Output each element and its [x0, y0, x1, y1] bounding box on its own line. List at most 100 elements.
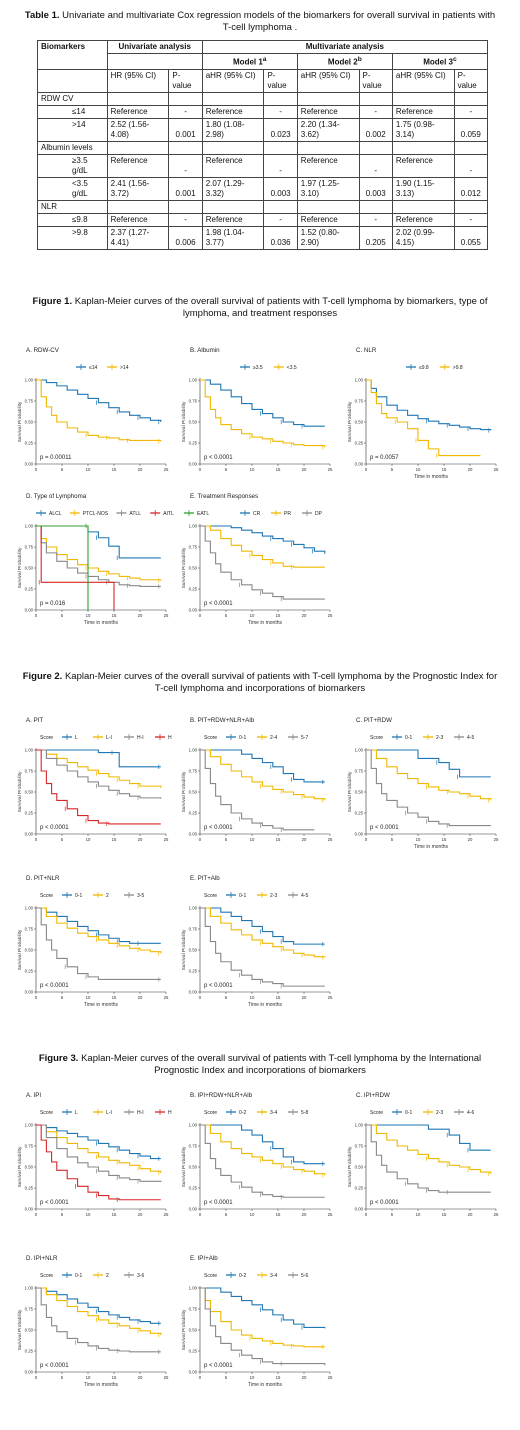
survival-curve	[366, 749, 491, 778]
x-tick-label: 20	[138, 837, 143, 842]
legend-label: >14	[120, 365, 129, 371]
km-chart: D. Type of Lymphoma ALCL PTCL-NOS ATLL AITL E…	[17, 493, 209, 626]
empty-cell	[201, 140, 265, 155]
y-tick-label: 0.25	[355, 811, 364, 816]
legend-label: 3-4	[270, 1110, 277, 1116]
x-tick-label: 0	[35, 995, 38, 1000]
survival-curve	[200, 379, 326, 448]
legend-label: H	[168, 735, 172, 741]
hr-cell: Reference	[296, 153, 360, 178]
hr-cell: Reference	[296, 212, 360, 227]
x-tick-label: 5	[391, 467, 394, 472]
p-cell: 0.006	[168, 225, 203, 250]
x-tick-label: 0	[199, 995, 202, 1000]
y-axis-label: Survival Probability	[17, 401, 23, 442]
legend-label: ≤9.8	[419, 365, 429, 371]
y-tick-label: 1.00	[25, 1123, 34, 1128]
figure1-caption-label: Figure 1.	[32, 296, 73, 307]
y-tick-label: 1.00	[189, 906, 198, 911]
empty-cell	[358, 199, 393, 214]
legend-label: 0-1	[75, 893, 82, 899]
chart-legend: ALCL PTCL-NOS ATLL AITL EATL	[36, 510, 209, 517]
p-cell: 0.036	[263, 225, 298, 250]
y-tick-label: 0.50	[25, 566, 34, 571]
x-tick-label: 10	[250, 995, 255, 1000]
th-hr: HR (95% CI)	[106, 68, 170, 93]
km-chart: E. IPI+Alb Score 0-2 3-4 5-6 0.00 0.25 0.50 0.75…	[181, 1255, 333, 1388]
x-tick-label: 10	[416, 837, 421, 842]
legend-label: 2	[106, 1273, 109, 1279]
p-cell: 0.055	[453, 225, 489, 250]
legend-label: 2-3	[436, 1110, 443, 1116]
empty-cell	[168, 140, 203, 155]
x-tick-label: 0	[199, 467, 202, 472]
y-tick-label: 0.50	[25, 1165, 34, 1170]
chart-legend: ≤9.8 >9.8	[406, 364, 463, 371]
y-axis-label: Survival Probability	[181, 1309, 187, 1350]
p-cell: 0.023	[263, 117, 298, 142]
y-tick-label: 0.00	[355, 832, 364, 837]
survival-curve	[366, 379, 481, 457]
km-chart: B. Albumin ≥3.5 <3.5 0.00 0.25 0.50 0.75 1.00 0 5…	[181, 347, 333, 472]
table1-caption-label: Table 1.	[24, 10, 60, 21]
x-tick-label: 25	[164, 837, 169, 842]
p-value: p < 0.0001	[40, 1363, 69, 1369]
x-tick-label: 5	[225, 995, 228, 1000]
legend-label: PR	[284, 511, 291, 517]
x-tick-label: 15	[442, 1212, 447, 1217]
empty-cell	[201, 91, 265, 106]
y-tick-label: 0.00	[25, 608, 34, 613]
table1-caption-text: Univariate and multivariate Cox regressi…	[59, 10, 496, 33]
legend-label: H	[168, 1110, 172, 1116]
row-label: ≤14	[37, 104, 108, 119]
legend-label: L-I	[106, 1110, 112, 1116]
p-cell: -	[168, 104, 203, 119]
th-biomarkers: Biomarkers	[37, 40, 108, 70]
legend-label: 4-6	[467, 1110, 474, 1116]
p-cell: 0.003	[358, 176, 393, 201]
p-cell: -	[358, 104, 393, 119]
x-tick-label: 25	[328, 837, 333, 842]
p-value: p < 0.0001	[40, 1200, 69, 1206]
y-tick-label: 0.00	[355, 1207, 364, 1212]
survival-curve	[36, 1124, 162, 1183]
y-tick-label: 0.75	[25, 1307, 34, 1312]
km-chart: E. Treatment Responses CR PR DP 0.00 0.25 0.50…	[181, 493, 333, 626]
y-tick-label: 0.00	[25, 1370, 34, 1375]
p-cell: -	[358, 153, 393, 178]
y-tick-label: 0.75	[355, 399, 364, 404]
survival-curve	[366, 749, 491, 827]
survival-curve	[366, 1124, 491, 1193]
x-tick-label: 20	[468, 467, 473, 472]
x-tick-label: 20	[468, 837, 473, 842]
x-tick-label: 20	[302, 613, 307, 618]
km-chart: E. PIT+Alb Score 0-1 2-3 4-5 0.00 0.25 0.50 0.75…	[181, 875, 333, 1008]
x-tick-label: 15	[276, 467, 281, 472]
legend-label: 0-1	[239, 735, 246, 741]
x-tick-label: 20	[302, 995, 307, 1000]
p-cell: -	[168, 212, 203, 227]
hr-cell: 2.07 (1.29-3.32)	[201, 176, 265, 201]
survival-curve	[200, 525, 325, 600]
y-axis-label: Survival Probability	[181, 401, 187, 442]
chart-legend: ≥3.5 <3.5	[240, 364, 297, 371]
legend-title: Score	[40, 1110, 53, 1116]
hr-cell: 2.52 (1.56-4.08)	[106, 117, 170, 142]
chart-legend: Score 0-1 2 3-5	[40, 892, 144, 899]
y-tick-label: 0.50	[355, 790, 364, 795]
x-tick-label: 5	[61, 1212, 64, 1217]
figure3-caption: Figure 3. Kaplan-Meier curves of the ove…	[20, 1053, 500, 1077]
km-chart: A. RDW-CV ≤14 >14 0.00 0.25 0.50 0.75 1.00 0 5 10 1…	[17, 347, 169, 472]
x-tick-label: 5	[225, 467, 228, 472]
hr-cell: Reference	[201, 153, 265, 178]
figure2-caption-label: Figure 2.	[22, 671, 63, 682]
legend-label: ALCL	[49, 511, 62, 517]
survival-curve	[36, 749, 161, 768]
y-tick-label: 0.75	[189, 1307, 198, 1312]
x-tick-label: 15	[442, 467, 447, 472]
th-model1-label: Model 1	[233, 57, 263, 67]
y-tick-label: 0.00	[25, 1207, 34, 1212]
x-axis-label: Time in months	[84, 1382, 118, 1388]
chart-title: E. PIT+Alb	[190, 875, 220, 882]
legend-label: CR	[253, 511, 261, 517]
